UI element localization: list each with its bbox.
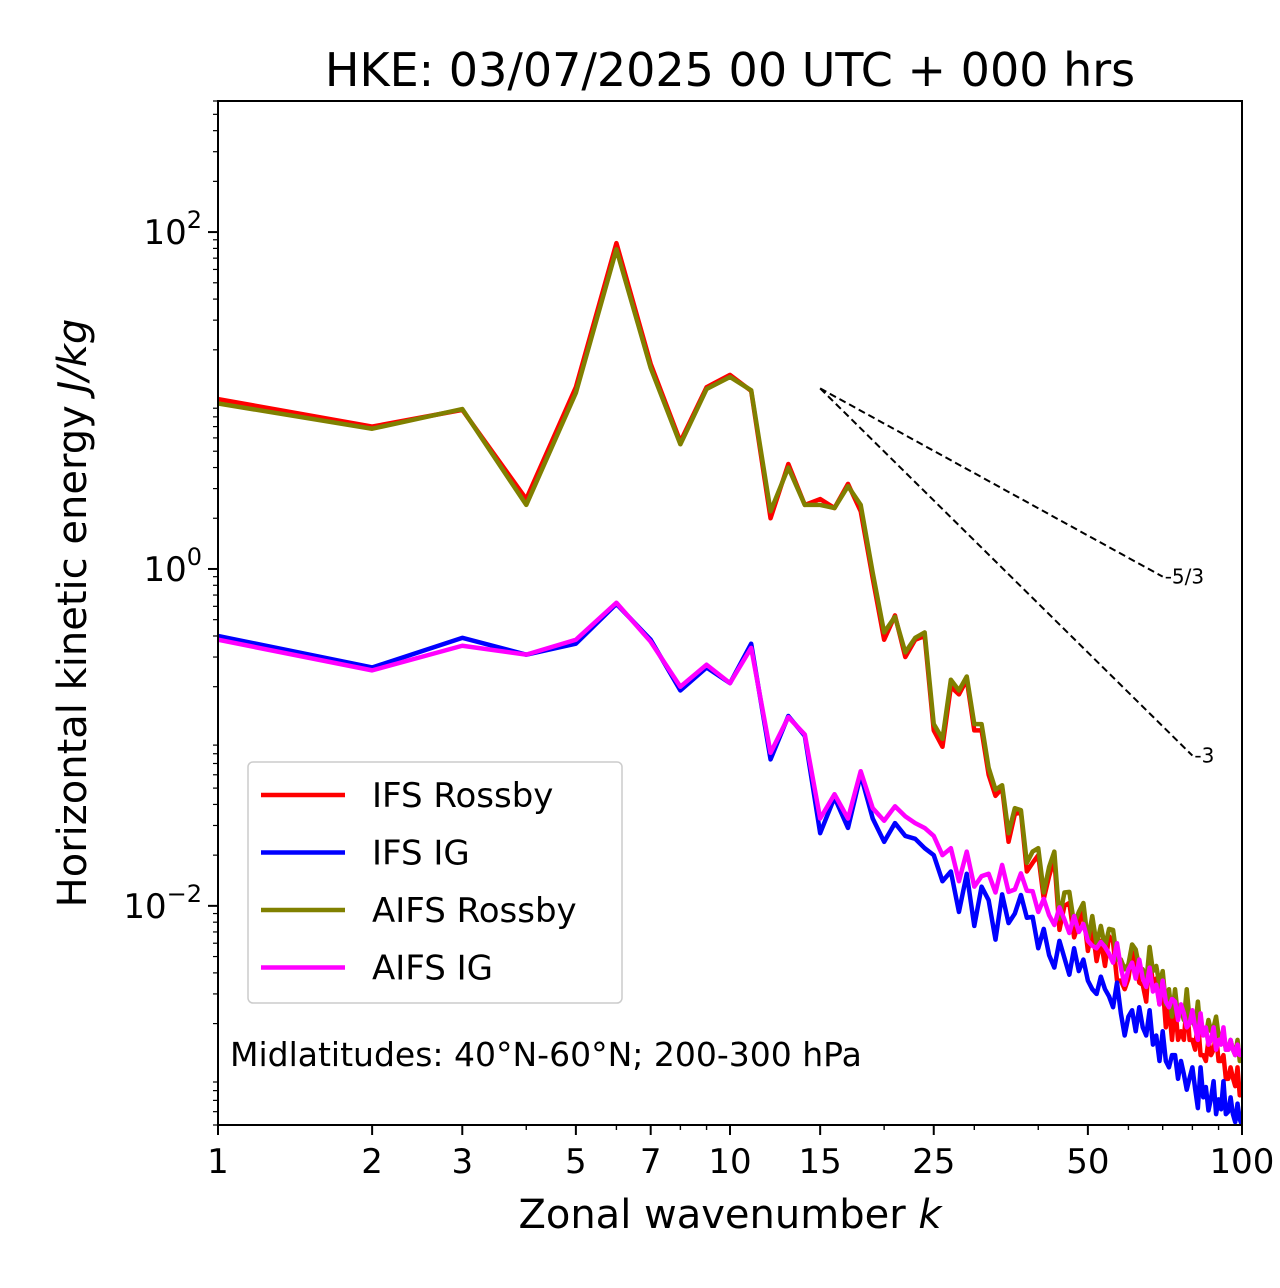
y-axis-label-text: Horizontal kinetic energy: [50, 405, 96, 907]
legend-label: IFS IG: [372, 834, 470, 874]
x-axis-label-text: Zonal wavenumber: [518, 1192, 906, 1238]
x-tick-label: 50: [1066, 1142, 1109, 1182]
legend-frame: [247, 761, 623, 1004]
y-tick-label: 102: [143, 206, 202, 253]
region-annotation: Midlatitudes: 40°N-60°N; 200-300 hPa: [230, 1035, 862, 1074]
y-tick-label: 100: [143, 543, 202, 590]
chart-title: HKE: 03/07/2025 00 UTC + 000 hrs: [325, 43, 1135, 97]
reference-slope-line: [819, 387, 1194, 757]
x-tick-label: 100: [1210, 1142, 1275, 1182]
x-axis-label-symbol: k: [918, 1192, 943, 1238]
y-tick-label-exponent: 0: [187, 543, 202, 571]
legend-label: AIFS Rossby: [372, 891, 577, 931]
x-tick-label: 10: [708, 1142, 751, 1182]
legend-label: AIFS IG: [372, 949, 493, 989]
y-tick-label: 10−2: [123, 880, 202, 927]
x-tick-label: 3: [451, 1142, 473, 1182]
y-axis-label: Horizontal kinetic energy J/kg: [50, 319, 96, 908]
reference-slope-line: [819, 387, 1164, 578]
x-tick-label: 2: [361, 1142, 383, 1182]
y-tick-label-exponent: 2: [187, 206, 202, 234]
y-axis-label-unit: J/kg: [50, 319, 96, 400]
chart-legend: IFS Rossby IFS IG AIFS Rossby AIFS IG: [247, 761, 623, 1004]
y-tick-label-base: 10: [143, 213, 186, 253]
y-tick-label-exponent: −2: [167, 880, 202, 908]
x-tick-label: 25: [912, 1142, 955, 1182]
x-tick-label: 15: [799, 1142, 842, 1182]
x-tick-label: 5: [565, 1142, 587, 1182]
y-tick-label-base: 10: [143, 550, 186, 590]
x-tick-label: 1: [207, 1142, 229, 1182]
y-tick-label-base: 10: [123, 887, 166, 927]
series-line-aifs-ig: [218, 600, 1242, 1058]
x-axis-label: Zonal wavenumber k: [518, 1192, 943, 1238]
legend-label: IFS Rossby: [372, 776, 553, 816]
reference-slope-label: -5/3: [1165, 565, 1204, 589]
x-tick-label: 7: [640, 1142, 662, 1182]
reference-slope-label: -3: [1194, 744, 1214, 768]
